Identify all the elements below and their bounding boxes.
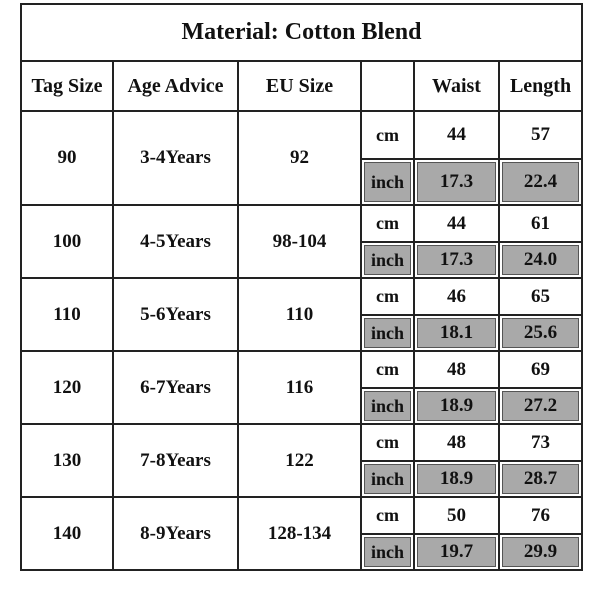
waist-inch: 17.3 — [413, 241, 500, 279]
size-row-cm: 100 4-5Years 98-104 cm 44 61 — [20, 204, 583, 279]
unit-label: cm — [360, 423, 415, 462]
size-row-cm: 90 3-4Years 92 cm 44 57 — [20, 110, 583, 206]
eu-size: 110 — [237, 277, 362, 352]
eu-size: 122 — [237, 423, 362, 498]
size-row-inch: inch 17.3 24.0 — [21, 241, 583, 279]
waist-cm: 50 — [413, 496, 500, 535]
unit-label: cm — [360, 350, 415, 389]
size-row-cm: 120 6-7Years 116 cm 48 69 — [20, 350, 583, 425]
eu-size: 116 — [237, 350, 362, 425]
length-cm: 76 — [498, 496, 583, 535]
eu-size: 128-134 — [237, 496, 362, 571]
size-row-inch: inch 18.9 27.2 — [21, 387, 583, 425]
length-cm: 57 — [498, 110, 583, 160]
size-row-inch: inch 18.1 25.6 — [21, 314, 583, 352]
length-cm: 69 — [498, 350, 583, 389]
length-inch: 29.9 — [498, 533, 583, 571]
header-cell: EU Size — [237, 60, 362, 112]
unit-label: inch — [360, 158, 415, 206]
header-cell: Tag Size — [20, 60, 114, 112]
header-row: Tag Size Age Advice EU Size Waist Length — [20, 60, 583, 112]
age-advice: 7-8Years — [112, 423, 239, 498]
size-row-inch: inch 18.9 28.7 — [21, 460, 583, 498]
waist-inch: 18.1 — [413, 314, 500, 352]
table-title: Material: Cotton Blend — [20, 3, 583, 62]
unit-label: cm — [360, 496, 415, 535]
length-inch: 27.2 — [498, 387, 583, 425]
header-cell: Waist — [413, 60, 500, 112]
header-cell — [360, 60, 415, 112]
unit-label: inch — [360, 460, 415, 498]
tag-size: 90 — [20, 110, 114, 206]
tag-size: 130 — [20, 423, 114, 498]
title-row: Material: Cotton Blend — [20, 3, 583, 62]
header-cell: Length — [498, 60, 583, 112]
waist-inch: 18.9 — [413, 460, 500, 498]
age-advice: 6-7Years — [112, 350, 239, 425]
age-advice: 8-9Years — [112, 496, 239, 571]
length-cm: 73 — [498, 423, 583, 462]
age-advice: 4-5Years — [112, 204, 239, 279]
size-chart: Material: Cotton Blend Tag Size Age Advi… — [20, 3, 583, 571]
age-advice: 5-6Years — [112, 277, 239, 352]
length-inch: 22.4 — [498, 158, 583, 206]
unit-label: inch — [360, 387, 415, 425]
size-row-cm: 110 5-6Years 110 cm 46 65 — [20, 277, 583, 352]
waist-cm: 48 — [413, 350, 500, 389]
unit-label: inch — [360, 241, 415, 279]
waist-cm: 46 — [413, 277, 500, 316]
size-row-inch: inch 17.3 22.4 — [21, 158, 583, 206]
eu-size: 92 — [237, 110, 362, 206]
size-row-cm: 130 7-8Years 122 cm 48 73 — [20, 423, 583, 498]
unit-label: cm — [360, 277, 415, 316]
length-inch: 28.7 — [498, 460, 583, 498]
tag-size: 120 — [20, 350, 114, 425]
unit-label: cm — [360, 110, 415, 160]
unit-label: inch — [360, 533, 415, 571]
waist-inch: 17.3 — [413, 158, 500, 206]
header-cell: Age Advice — [112, 60, 239, 112]
waist-inch: 19.7 — [413, 533, 500, 571]
tag-size: 140 — [20, 496, 114, 571]
tag-size: 110 — [20, 277, 114, 352]
size-row-inch: inch 19.7 29.9 — [21, 533, 583, 571]
unit-label: inch — [360, 314, 415, 352]
length-cm: 65 — [498, 277, 583, 316]
waist-cm: 44 — [413, 110, 500, 160]
unit-label: cm — [360, 204, 415, 243]
length-inch: 24.0 — [498, 241, 583, 279]
age-advice: 3-4Years — [112, 110, 239, 206]
waist-inch: 18.9 — [413, 387, 500, 425]
eu-size: 98-104 — [237, 204, 362, 279]
waist-cm: 44 — [413, 204, 500, 243]
waist-cm: 48 — [413, 423, 500, 462]
length-cm: 61 — [498, 204, 583, 243]
size-row-cm: 140 8-9Years 128-134 cm 50 76 — [20, 496, 583, 571]
length-inch: 25.6 — [498, 314, 583, 352]
size-table: Material: Cotton Blend Tag Size Age Advi… — [20, 3, 583, 571]
tag-size: 100 — [20, 204, 114, 279]
